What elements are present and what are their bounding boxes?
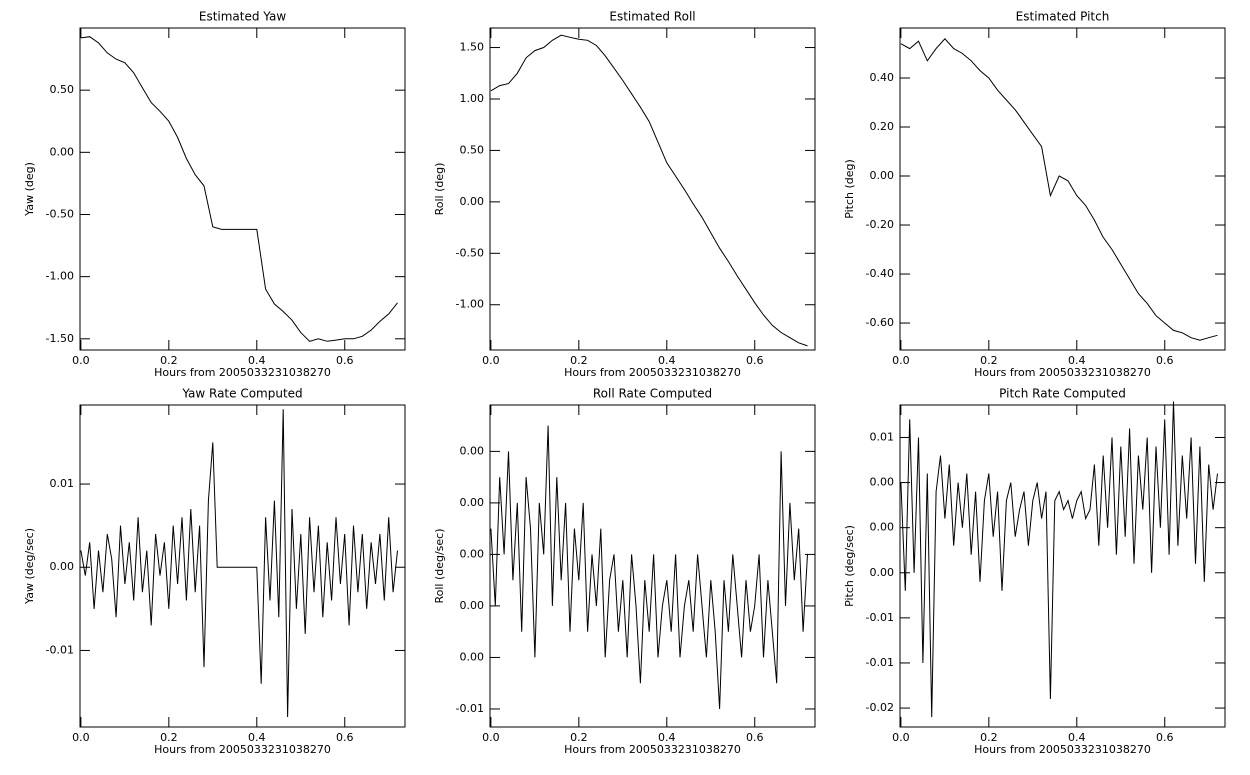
- y-tick-label: -0.01: [866, 611, 894, 624]
- y-tick-label: -0.02: [866, 701, 894, 714]
- plot-frame: [899, 404, 1226, 728]
- y-tick-label: -0.01: [866, 656, 894, 669]
- x-tick-label: 0.4: [1068, 731, 1086, 744]
- chart-title: Estimated Yaw: [199, 10, 286, 24]
- y-axis-label: Roll (deg/sec): [433, 528, 446, 603]
- x-tick-label: 0.4: [658, 731, 676, 744]
- x-tick-label: 0.4: [1068, 354, 1086, 367]
- y-tick-label: 0.00: [870, 476, 895, 489]
- y-tick-label: 0.00: [460, 444, 485, 457]
- x-tick-label: 0.6: [1156, 731, 1174, 744]
- chart-title: Estimated Pitch: [1016, 10, 1110, 24]
- y-tick-label: -1.00: [46, 270, 74, 283]
- y-tick-label: 0.00: [460, 599, 485, 612]
- x-axis-label: Hours from 2005033231038270: [564, 743, 741, 756]
- x-tick-label: 0.0: [72, 354, 90, 367]
- y-tick-label: -0.40: [866, 267, 894, 280]
- x-tick-label: 0.6: [336, 731, 354, 744]
- y-tick-label: 0.00: [50, 560, 75, 573]
- plot-frame: [489, 404, 816, 728]
- plot-frame: [79, 404, 406, 728]
- x-tick-label: 0.2: [160, 354, 178, 367]
- y-tick-label: 0.20: [870, 120, 895, 133]
- y-tick-label: 0.50: [460, 143, 485, 156]
- data-line: [80, 36, 398, 342]
- x-tick-label: 0.4: [248, 354, 266, 367]
- data-line: [490, 34, 808, 347]
- x-tick-label: 0.4: [658, 354, 676, 367]
- y-tick-label: 0.00: [870, 521, 895, 534]
- x-tick-label: 0.0: [72, 731, 90, 744]
- plot-frame: [899, 27, 1226, 351]
- y-tick-label: -0.01: [456, 702, 484, 715]
- y-tick-label: 0.00: [460, 547, 485, 560]
- y-tick-label: 0.40: [870, 71, 895, 84]
- x-tick-label: 0.0: [482, 354, 500, 367]
- x-tick-label: 0.6: [746, 354, 764, 367]
- x-tick-label: 0.2: [980, 354, 998, 367]
- y-tick-label: -0.20: [866, 218, 894, 231]
- x-axis-label: Hours from 2005033231038270: [974, 743, 1151, 756]
- y-tick-label: 0.00: [460, 650, 485, 663]
- y-tick-label: 0.00: [460, 496, 485, 509]
- y-tick-label: 0.00: [460, 195, 485, 208]
- y-tick-label: -0.01: [46, 643, 74, 656]
- chart-title: Estimated Roll: [609, 10, 695, 24]
- x-axis-label: Hours from 2005033231038270: [154, 743, 331, 756]
- y-tick-label: 0.00: [870, 566, 895, 579]
- chart-title: Pitch Rate Computed: [999, 387, 1126, 401]
- chart-title: Yaw Rate Computed: [181, 387, 302, 401]
- x-axis-label: Hours from 2005033231038270: [154, 366, 331, 379]
- plot-frame: [489, 27, 816, 351]
- x-tick-label: 0.6: [336, 354, 354, 367]
- y-tick-label: 0.00: [50, 145, 75, 158]
- y-tick-label: -1.00: [456, 298, 484, 311]
- y-tick-label: 0.00: [870, 169, 895, 182]
- x-tick-label: 0.2: [980, 731, 998, 744]
- x-tick-label: 0.2: [570, 731, 588, 744]
- x-axis-label: Hours from 2005033231038270: [974, 366, 1151, 379]
- x-tick-label: 0.0: [892, 354, 910, 367]
- plot-frame: [79, 27, 406, 351]
- y-tick-label: 0.01: [870, 430, 895, 443]
- data-line: [900, 38, 1218, 341]
- y-tick-label: -0.60: [866, 316, 894, 329]
- y-tick-label: -1.50: [46, 332, 74, 345]
- y-tick-label: 1.00: [460, 92, 485, 105]
- x-tick-label: 0.6: [1156, 354, 1174, 367]
- y-axis-label: Yaw (deg): [23, 162, 36, 217]
- y-tick-label: 0.50: [50, 83, 75, 96]
- y-tick-label: -0.50: [456, 246, 484, 259]
- y-tick-label: 1.50: [460, 41, 485, 54]
- data-line: [900, 401, 1218, 718]
- x-tick-label: 0.2: [570, 354, 588, 367]
- x-axis-label: Hours from 2005033231038270: [564, 366, 741, 379]
- y-tick-label: 0.01: [50, 477, 75, 490]
- x-tick-label: 0.0: [482, 731, 500, 744]
- x-tick-label: 0.6: [746, 731, 764, 744]
- y-tick-label: -0.50: [46, 207, 74, 220]
- x-tick-label: 0.2: [160, 731, 178, 744]
- y-axis-label: Pitch (deg): [843, 159, 856, 219]
- data-line: [490, 425, 808, 710]
- data-line: [80, 409, 398, 718]
- y-axis-label: Pitch (deg/sec): [843, 525, 856, 607]
- x-tick-label: 0.4: [248, 731, 266, 744]
- y-axis-label: Roll (deg): [433, 163, 446, 216]
- y-axis-label: Yaw (deg/sec): [23, 528, 36, 605]
- x-tick-label: 0.0: [892, 731, 910, 744]
- chart-title: Roll Rate Computed: [593, 387, 712, 401]
